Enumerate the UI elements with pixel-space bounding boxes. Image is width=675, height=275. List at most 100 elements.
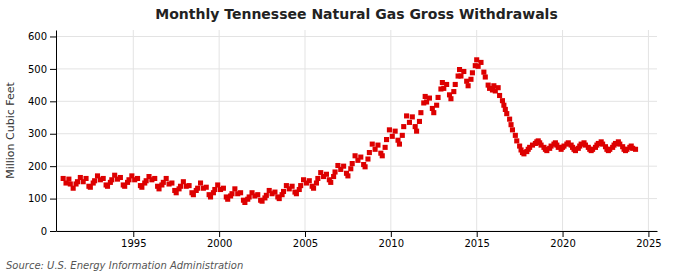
y-tick-label: 0 [41,226,47,237]
point [507,117,512,122]
y-tick: 100 [28,193,56,204]
x-tick-label: 2025 [636,238,661,249]
x-tick-mark [305,231,306,237]
x-tick: 2000 [207,231,232,249]
point [497,93,502,98]
y-axis-line [56,31,57,232]
point [444,82,449,87]
point [264,193,269,198]
point [448,96,453,101]
point [350,161,355,166]
x-tick: 2025 [636,231,661,249]
y-tick: 0 [41,226,56,237]
point [315,176,320,181]
grid [56,30,657,231]
point [427,96,432,101]
x-tick-label: 2000 [207,238,232,249]
y-tick-mark [50,101,56,102]
grid-line-y [56,231,657,232]
grid-line-y [56,101,657,102]
point [178,184,183,189]
point [436,95,441,100]
grid-line-x [219,30,220,231]
point [468,77,473,82]
point [195,186,200,191]
grid-line-x [562,30,563,231]
point [400,133,405,138]
grid-line-x [304,30,305,231]
y-tick-label: 100 [28,193,47,204]
point [204,185,209,190]
x-tick-mark [219,231,220,237]
grid-line-y [56,68,657,69]
grid-line-y [56,36,657,37]
point [458,73,463,78]
x-tick-mark [648,231,649,237]
point [66,177,71,182]
point [187,183,192,188]
point [387,127,392,132]
point [481,70,486,75]
x-tick-mark [563,231,564,237]
point [513,133,518,138]
y-tick-label: 600 [28,31,47,42]
x-tick-label: 2005 [293,238,318,249]
x-tick-mark [133,231,134,237]
x-tick: 2015 [464,231,489,249]
x-tick-mark [477,231,478,237]
point [290,184,295,189]
point [353,153,358,158]
x-axis: 1995200020052010201520202025 [57,231,662,249]
point [118,175,123,180]
y-tick: 500 [28,64,56,75]
point [434,103,439,108]
point [401,124,406,129]
y-tick-label: 500 [28,64,47,75]
plot-area: 1995200020052010201520202025010020030040… [28,30,662,249]
grid-line-y [56,133,657,134]
point [451,89,456,94]
y-axis-title: Million Cubic Feet [4,81,17,178]
point [332,169,337,174]
grid-line-y [56,198,657,199]
y-tick-mark [50,69,56,70]
x-tick: 2010 [379,231,404,249]
point [281,189,286,194]
point [508,122,513,127]
point [169,180,174,185]
point [375,143,380,148]
x-tick-label: 2020 [550,238,575,249]
point [101,176,106,181]
point [212,187,217,192]
point [135,176,140,181]
point [384,137,389,142]
point [414,129,419,134]
y-tick-mark [50,134,56,135]
y-tick: 200 [28,161,56,172]
x-tick-label: 2010 [379,238,404,249]
title: Monthly Tennessee Natural Gas Gross With… [155,6,557,22]
y-tick: 600 [28,31,56,42]
point [367,150,372,155]
point [358,155,363,160]
y-axis: 0100200300400500600 [28,31,57,237]
point [470,70,475,75]
points [61,57,638,205]
point [341,164,346,169]
y-tick-mark [50,199,56,200]
point [397,142,402,147]
point [390,134,395,139]
x-tick: 2005 [293,231,318,249]
point [164,176,169,181]
point [514,138,519,143]
point [510,127,515,132]
point [345,173,350,178]
point [181,179,186,184]
x-axis-line [57,231,658,232]
point [431,110,436,115]
point [466,83,471,88]
y-tick-label: 300 [28,128,47,139]
y-tick-mark [50,231,56,232]
grid-line-x [648,30,649,231]
point [478,60,483,65]
